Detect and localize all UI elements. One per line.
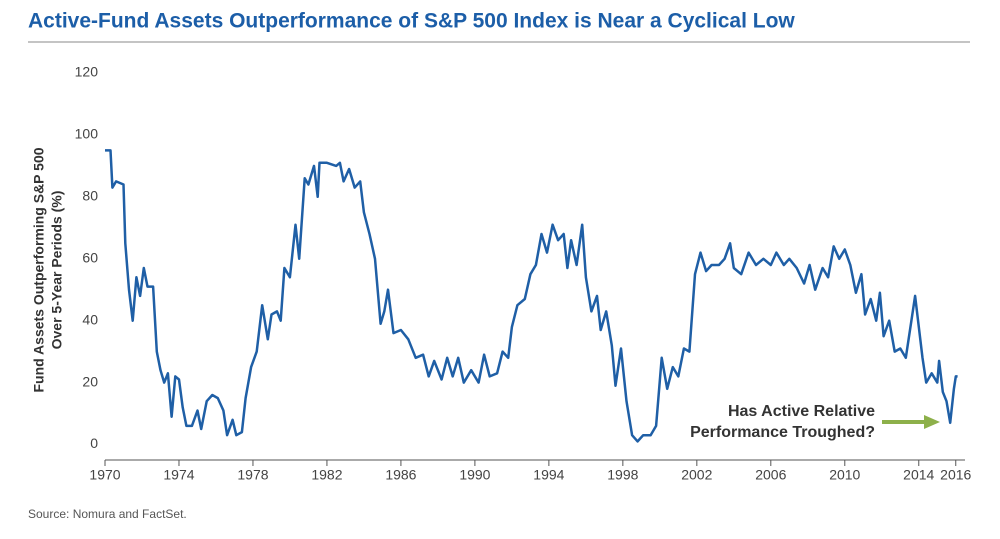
y-tick-label: 60 [82, 249, 98, 265]
source: Source: Nomura and FactSet. [28, 507, 187, 521]
annotation-arrow-head [924, 415, 940, 429]
y-tick-label: 20 [82, 373, 98, 389]
x-tick-label: 1994 [533, 467, 564, 483]
y-label-line: Over 5-Year Periods (%) [49, 191, 65, 350]
x-tick-label: 2016 [940, 467, 971, 483]
x-tick-label: 1986 [385, 467, 416, 483]
y-tick-label: 80 [82, 188, 98, 204]
annotation: Has Active Relative [728, 403, 875, 420]
x-tick-label: 1974 [163, 467, 194, 483]
x-tick-label: 1998 [607, 467, 638, 483]
x-tick-label: 2002 [681, 467, 712, 483]
annotation: Performance Troughed? [690, 424, 875, 441]
y-tick-label: 0 [90, 435, 98, 451]
y-label: Fund Assets Outperforming S&P 500 Over 5… [31, 147, 65, 392]
x-tick-label: 1970 [89, 467, 120, 483]
x-tick-label: 1990 [459, 467, 490, 483]
x-tick-label: 2014 [903, 467, 934, 483]
x-tick-label: 2010 [829, 467, 860, 483]
y-tick-label: 120 [75, 64, 99, 80]
y-label-line: Fund Assets Outperforming S&P 500 [31, 147, 47, 392]
x-tick-label: 2006 [755, 467, 786, 483]
x-tick-label: 1978 [237, 467, 268, 483]
y-tick-label: 40 [82, 311, 98, 327]
x-tick-label: 1982 [311, 467, 342, 483]
y-tick-label: 100 [75, 126, 99, 142]
chart-title: Active-Fund Assets Outperformance of S&P… [28, 10, 795, 33]
data-line [105, 149, 958, 443]
